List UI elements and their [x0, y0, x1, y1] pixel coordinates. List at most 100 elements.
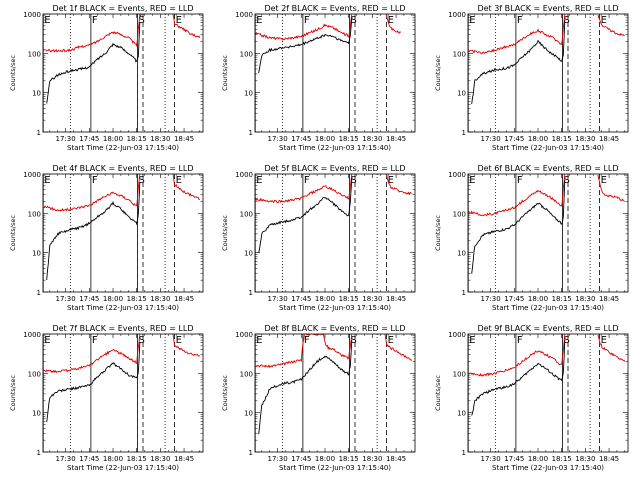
y-tick-label: 1000 — [23, 11, 41, 19]
marker-label: S — [350, 175, 356, 186]
x-tick-label: 18:45 — [386, 295, 406, 303]
x-tick-label: 18:15 — [552, 295, 572, 303]
plot-frame — [254, 333, 416, 453]
plot-frame — [42, 173, 204, 293]
marker-label: E — [601, 15, 607, 26]
y-tick-label: 1000 — [235, 171, 253, 179]
x-tick-label: 18:45 — [174, 295, 194, 303]
y-tick-label: 10 — [244, 410, 253, 418]
x-tick-label: 17:45 — [291, 455, 311, 463]
x-tick-label: 18:30 — [150, 455, 170, 463]
x-tick-label: 17:30 — [56, 135, 76, 143]
plot-frame — [254, 173, 416, 293]
marker-label: F — [517, 175, 523, 186]
marker-label: S — [138, 175, 144, 186]
x-tick-label: 18:15 — [127, 135, 147, 143]
y-tick-label: 1 — [249, 289, 253, 297]
series-group — [468, 334, 626, 416]
panel-det-2: Det 2f BLACK = Events, RED = LLD 1 10 100 10… — [221, 4, 416, 152]
series-group — [255, 334, 413, 435]
x-tick-label: 17:45 — [291, 295, 311, 303]
x-tick-label: 18:45 — [599, 295, 619, 303]
x-tick-label: 18:30 — [575, 135, 595, 143]
marker-label: F — [517, 335, 523, 346]
series-events — [46, 182, 141, 281]
series-lld — [597, 14, 625, 37]
plot-frame — [42, 333, 204, 453]
x-tick-label: 18:15 — [339, 455, 359, 463]
x-axis-label: Start Time (22-Jun-03 17:15:40) — [67, 304, 179, 312]
x-tick-label: 17:30 — [481, 455, 501, 463]
marker-label: E — [601, 175, 607, 186]
series-lld — [384, 334, 413, 362]
y-tick-label: 100 — [453, 370, 466, 378]
panel-det-9: Det 9f BLACK = Events, RED = LLD 1 10 100 10… — [434, 324, 629, 472]
y-tick-label: 100 — [28, 50, 41, 58]
y-tick-label: 1 — [37, 129, 41, 137]
marker-label: S — [138, 335, 144, 346]
y-axis-label: Counts/sec — [221, 215, 229, 251]
marker-label: E — [176, 175, 182, 186]
plot-frame — [42, 13, 204, 133]
panel-det-5: Det 5f BLACK = Events, RED = LLD 1 10 100 10… — [221, 164, 416, 312]
y-tick-label: 1000 — [23, 331, 41, 339]
series-events — [471, 20, 566, 105]
series-group — [43, 174, 201, 281]
panel-title: Det 4f BLACK = Events, RED = LLD — [52, 164, 193, 173]
plot-frame — [467, 333, 629, 453]
x-tick-label: 17:45 — [79, 295, 99, 303]
x-axis-label: Start Time (22-Jun-03 17:15:40) — [67, 144, 179, 152]
marker-label: F — [304, 335, 310, 346]
x-tick-label: 17:45 — [79, 455, 99, 463]
x-tick-label: 18:00 — [103, 135, 123, 143]
x-tick-label: 18:15 — [552, 135, 572, 143]
marker-label: E — [469, 175, 475, 186]
y-tick-label: 100 — [28, 210, 41, 218]
x-tick-label: 18:30 — [150, 135, 170, 143]
marker-label: S — [138, 15, 144, 26]
y-axis-label: Counts/sec — [9, 215, 17, 251]
y-tick-label: 10 — [32, 90, 41, 98]
series-lld — [597, 334, 626, 362]
series-lld — [255, 14, 353, 41]
marker-label: S — [350, 15, 356, 26]
x-tick-label: 17:30 — [268, 295, 288, 303]
series-events — [471, 180, 566, 274]
x-tick-label: 18:45 — [386, 455, 406, 463]
panel-title: Det 7f BLACK = Events, RED = LLD — [52, 324, 193, 333]
y-tick-label: 1 — [37, 449, 41, 457]
panel-det-7: Det 7f BLACK = Events, RED = LLD 1 10 100 10… — [9, 324, 204, 472]
series-lld — [468, 174, 566, 217]
y-tick-label: 10 — [32, 410, 41, 418]
plot-frame — [254, 13, 416, 133]
series-group — [255, 14, 402, 74]
series-lld — [255, 334, 353, 369]
marker-label: F — [517, 15, 523, 26]
series-lld — [172, 334, 200, 357]
panel-title: Det 2f BLACK = Events, RED = LLD — [264, 4, 405, 13]
x-tick-label: 17:30 — [481, 295, 501, 303]
marker-label: F — [92, 335, 98, 346]
series-group — [43, 14, 201, 104]
y-tick-label: 1 — [462, 449, 466, 457]
y-tick-label: 1000 — [448, 11, 466, 19]
x-tick-label: 18:45 — [386, 135, 406, 143]
y-tick-label: 1 — [462, 289, 466, 297]
x-tick-label: 18:45 — [174, 455, 194, 463]
series-lld — [385, 14, 402, 34]
y-axis-label: Counts/sec — [221, 375, 229, 411]
x-tick-label: 18:30 — [362, 455, 382, 463]
marker-label: E — [44, 335, 50, 346]
panel-title: Det 5f BLACK = Events, RED = LLD — [264, 164, 405, 173]
marker-label: S — [563, 15, 569, 26]
series-group — [43, 334, 200, 423]
y-tick-label: 1000 — [448, 171, 466, 179]
marker-label: E — [388, 175, 394, 186]
series-events — [46, 22, 141, 104]
series-lld — [43, 14, 142, 53]
series-lld — [468, 14, 566, 55]
x-tick-label: 18:30 — [362, 295, 382, 303]
marker-label: E — [44, 15, 50, 26]
panel-det-1: Det 1f BLACK = Events, RED = LLD 1 10 100 10… — [9, 4, 204, 152]
x-tick-label: 18:00 — [528, 455, 548, 463]
